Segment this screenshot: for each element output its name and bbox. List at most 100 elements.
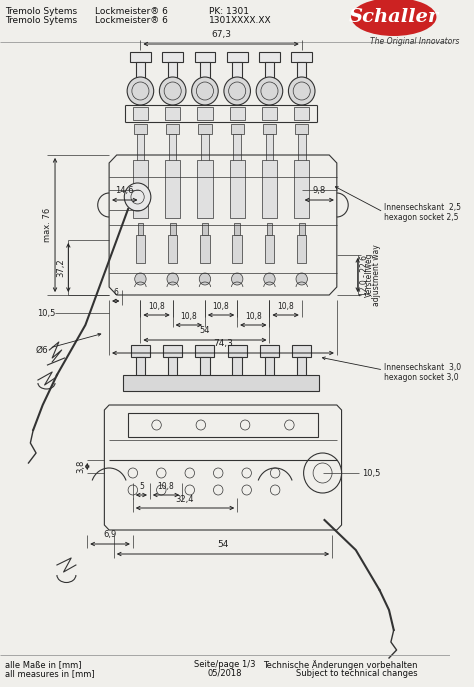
Bar (202, 223, 208, 235)
Ellipse shape (351, 0, 437, 36)
Text: 1301XXXX.XX: 1301XXXX.XX (209, 16, 271, 25)
Bar (197, 160, 212, 218)
Text: 6: 6 (113, 288, 118, 297)
Text: 54: 54 (200, 326, 210, 335)
Text: 10,8: 10,8 (148, 302, 165, 311)
Text: 3,8: 3,8 (76, 460, 85, 473)
Text: 9,8: 9,8 (313, 186, 326, 195)
Text: 10,8: 10,8 (213, 302, 229, 311)
Bar (259, 52, 280, 62)
Bar (168, 62, 177, 78)
Text: Seite/page 1/3: Seite/page 1/3 (194, 660, 255, 669)
Text: The Original Innovators: The Original Innovators (370, 37, 459, 46)
Text: 6,9: 6,9 (103, 530, 117, 539)
Bar (266, 164, 272, 184)
Bar (294, 160, 310, 218)
Bar (201, 134, 209, 164)
Bar (200, 357, 210, 379)
Circle shape (296, 273, 308, 285)
Bar (137, 134, 144, 164)
Text: Lockmeister® 6: Lockmeister® 6 (95, 7, 168, 16)
Bar (262, 107, 277, 120)
Bar (229, 160, 245, 218)
Circle shape (199, 273, 210, 285)
Circle shape (256, 77, 283, 105)
Bar (234, 223, 240, 235)
Bar (264, 62, 274, 78)
Text: 10,5: 10,5 (36, 308, 55, 317)
Bar (299, 164, 305, 184)
Bar (230, 124, 244, 134)
Text: max. 76: max. 76 (43, 208, 52, 242)
Text: hexagon socket 2,5: hexagon socket 2,5 (384, 212, 459, 221)
Bar (265, 134, 273, 164)
Bar (263, 124, 276, 134)
Bar (128, 413, 318, 437)
Bar (297, 235, 307, 263)
Bar (264, 235, 274, 263)
Bar (292, 345, 311, 357)
Bar (295, 124, 309, 134)
Bar (229, 107, 245, 120)
Text: 10,8: 10,8 (181, 312, 197, 321)
Text: Innensechskant  3,0: Innensechskant 3,0 (384, 363, 461, 372)
Bar (298, 134, 306, 164)
Bar (292, 52, 312, 62)
Text: 74,3: 74,3 (213, 339, 233, 348)
Text: 32,4: 32,4 (176, 495, 194, 504)
Bar (299, 223, 305, 235)
Text: Tremolo Sytems: Tremolo Sytems (5, 7, 77, 16)
Text: 5: 5 (139, 482, 144, 491)
Bar (133, 107, 148, 120)
Bar (133, 160, 148, 218)
Bar (168, 357, 177, 379)
Circle shape (224, 77, 250, 105)
Bar (227, 52, 247, 62)
Bar (136, 235, 145, 263)
Circle shape (135, 273, 146, 285)
Circle shape (289, 77, 315, 105)
Circle shape (167, 273, 178, 285)
Text: hexagon socket 3,0: hexagon socket 3,0 (384, 372, 459, 381)
Bar (166, 124, 179, 134)
Bar (170, 164, 175, 184)
Bar (165, 107, 180, 120)
Circle shape (127, 77, 154, 105)
Text: 67,3: 67,3 (211, 30, 231, 39)
Text: 10,8: 10,8 (158, 482, 174, 491)
Bar (162, 52, 183, 62)
Bar (169, 134, 176, 164)
Circle shape (159, 77, 186, 105)
Text: 54: 54 (217, 540, 228, 549)
Bar (232, 235, 242, 263)
Bar (297, 357, 307, 379)
Bar (170, 223, 175, 235)
Text: Schaller: Schaller (349, 8, 439, 26)
Bar (168, 235, 177, 263)
Bar (137, 223, 143, 235)
Bar (233, 134, 241, 164)
Text: 10,5: 10,5 (363, 469, 381, 477)
Bar (200, 235, 210, 263)
Bar (297, 62, 307, 78)
Text: 37,2: 37,2 (56, 258, 65, 277)
Bar (195, 345, 214, 357)
Bar (232, 62, 242, 78)
Bar (262, 160, 277, 218)
Text: Lockmeister® 6: Lockmeister® 6 (95, 16, 168, 25)
Bar (228, 345, 246, 357)
Bar (202, 164, 208, 184)
Bar (134, 124, 147, 134)
Circle shape (191, 77, 218, 105)
Text: 14,6: 14,6 (116, 186, 134, 195)
Circle shape (124, 183, 151, 211)
Text: adjustment way: adjustment way (372, 244, 381, 306)
Bar (123, 375, 319, 391)
Bar (200, 62, 210, 78)
Text: PK: 1301: PK: 1301 (209, 7, 249, 16)
Bar (260, 345, 279, 357)
Text: Tremolo Sytems: Tremolo Sytems (5, 16, 77, 25)
Circle shape (231, 273, 243, 285)
Bar (294, 107, 310, 120)
Text: Technische Änderungen vorbehalten: Technische Änderungen vorbehalten (263, 660, 418, 670)
